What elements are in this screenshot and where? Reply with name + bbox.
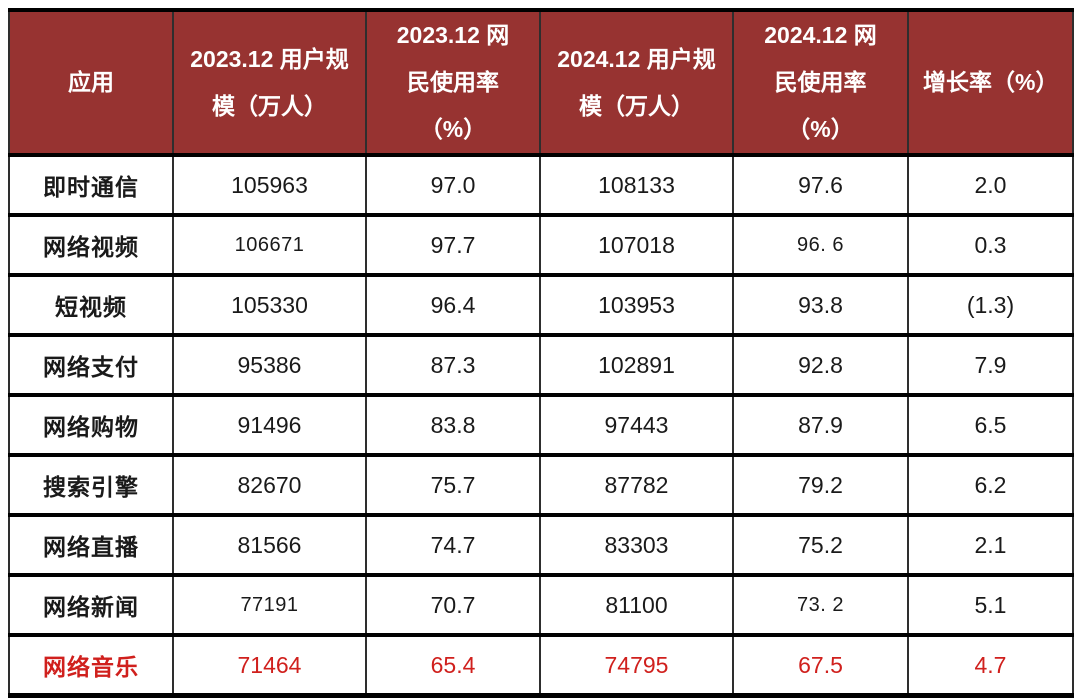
cell-usage-2023: 74.7 — [365, 513, 541, 578]
cell-usage-2024: 67.5 — [732, 633, 909, 698]
cell-app-name: 短视频 — [8, 273, 174, 338]
cell-users-2024: 81100 — [539, 573, 734, 638]
cell-usage-2024: 97.6 — [732, 153, 909, 218]
cell-growth: (1.3) — [907, 273, 1074, 338]
column-header-users-2024: 2024.12 用户规模（万人） — [539, 7, 734, 158]
table-row: 网络新闻 77191 70.7 81100 73. 2 5.1 — [8, 573, 1074, 638]
cell-users-2024: 103953 — [539, 273, 734, 338]
cell-usage-2024: 75.2 — [732, 513, 909, 578]
cell-usage-2024: 79.2 — [732, 453, 909, 518]
cell-growth: 5.1 — [907, 573, 1074, 638]
column-header-usage-2024: 2024.12 网民使用率（%） — [732, 7, 909, 158]
cell-users-2024: 87782 — [539, 453, 734, 518]
cell-app-name: 网络新闻 — [8, 573, 174, 638]
cell-usage-2024: 96. 6 — [732, 213, 909, 278]
cell-usage-2024: 93.8 — [732, 273, 909, 338]
cell-users-2023: 91496 — [172, 393, 367, 458]
cell-growth: 2.1 — [907, 513, 1074, 578]
cell-users-2024: 102891 — [539, 333, 734, 398]
column-header-users-2023: 2023.12 用户规模（万人） — [172, 7, 367, 158]
cell-usage-2024: 73. 2 — [732, 573, 909, 638]
table-row: 即时通信 105963 97.0 108133 97.6 2.0 — [8, 153, 1074, 218]
app-usage-stats-table: 应用 2023.12 用户规模（万人） 2023.12 网民使用率（%） 202… — [8, 7, 1074, 698]
cell-app-name: 网络视频 — [8, 213, 174, 278]
cell-app-name: 网络购物 — [8, 393, 174, 458]
cell-growth: 0.3 — [907, 213, 1074, 278]
table-row: 网络直播 81566 74.7 83303 75.2 2.1 — [8, 513, 1074, 578]
cell-usage-2023: 70.7 — [365, 573, 541, 638]
cell-app-name: 网络音乐 — [8, 633, 174, 698]
cell-users-2024: 83303 — [539, 513, 734, 578]
cell-users-2023: 106671 — [172, 213, 367, 278]
cell-usage-2023: 87.3 — [365, 333, 541, 398]
table-row-highlighted: 网络音乐 71464 65.4 74795 67.5 4.7 — [8, 633, 1074, 698]
cell-growth: 7.9 — [907, 333, 1074, 398]
cell-users-2023: 105330 — [172, 273, 367, 338]
cell-usage-2024: 87.9 — [732, 393, 909, 458]
cell-users-2024: 74795 — [539, 633, 734, 698]
cell-users-2024: 107018 — [539, 213, 734, 278]
column-header-usage-2023: 2023.12 网民使用率（%） — [365, 7, 541, 158]
cell-app-name: 搜索引擎 — [8, 453, 174, 518]
column-header-app: 应用 — [8, 7, 174, 158]
table-row: 搜索引擎 82670 75.7 87782 79.2 6.2 — [8, 453, 1074, 518]
cell-app-name: 网络支付 — [8, 333, 174, 398]
cell-users-2024: 108133 — [539, 153, 734, 218]
cell-usage-2023: 65.4 — [365, 633, 541, 698]
cell-usage-2023: 97.0 — [365, 153, 541, 218]
cell-users-2023: 71464 — [172, 633, 367, 698]
table-row: 网络视频 106671 97.7 107018 96. 6 0.3 — [8, 213, 1074, 278]
column-header-growth: 增长率（%） — [907, 7, 1074, 158]
table-row: 网络支付 95386 87.3 102891 92.8 7.9 — [8, 333, 1074, 398]
cell-usage-2023: 96.4 — [365, 273, 541, 338]
cell-users-2023: 105963 — [172, 153, 367, 218]
header-row: 应用 2023.12 用户规模（万人） 2023.12 网民使用率（%） 202… — [8, 7, 1074, 158]
table-row: 短视频 105330 96.4 103953 93.8 (1.3) — [8, 273, 1074, 338]
cell-growth: 6.2 — [907, 453, 1074, 518]
cell-growth: 4.7 — [907, 633, 1074, 698]
cell-users-2024: 97443 — [539, 393, 734, 458]
cell-usage-2024: 92.8 — [732, 333, 909, 398]
cell-usage-2023: 83.8 — [365, 393, 541, 458]
cell-users-2023: 81566 — [172, 513, 367, 578]
table-row: 网络购物 91496 83.8 97443 87.9 6.5 — [8, 393, 1074, 458]
cell-usage-2023: 97.7 — [365, 213, 541, 278]
cell-growth: 2.0 — [907, 153, 1074, 218]
cell-app-name: 网络直播 — [8, 513, 174, 578]
cell-users-2023: 82670 — [172, 453, 367, 518]
cell-usage-2023: 75.7 — [365, 453, 541, 518]
cell-growth: 6.5 — [907, 393, 1074, 458]
cell-users-2023: 77191 — [172, 573, 367, 638]
cell-users-2023: 95386 — [172, 333, 367, 398]
cell-app-name: 即时通信 — [8, 153, 174, 218]
